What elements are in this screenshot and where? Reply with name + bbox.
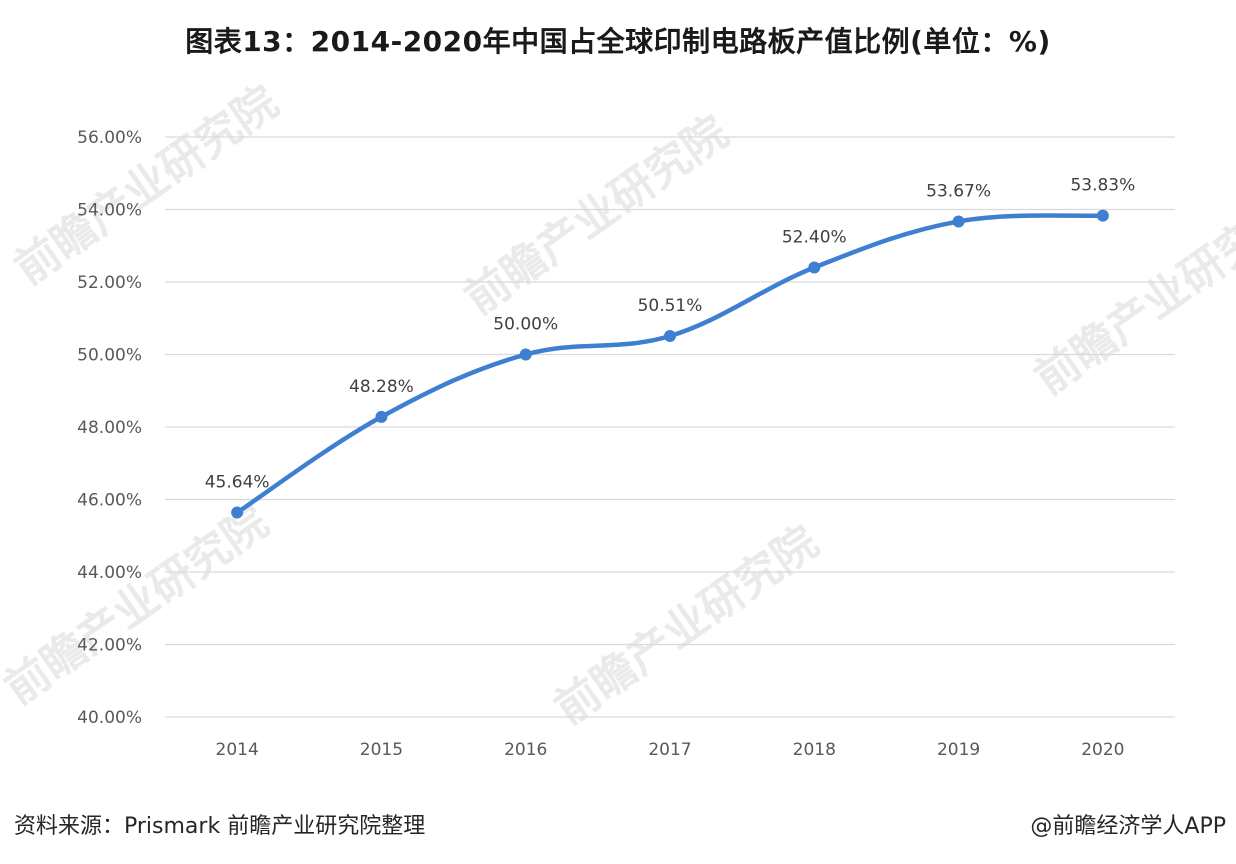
y-tick-label: 52.00%: [77, 273, 142, 293]
data-label: 50.00%: [493, 315, 558, 335]
x-tick-label: 2020: [1081, 740, 1124, 760]
series-line: [234, 213, 1106, 515]
data-point: [519, 348, 532, 361]
y-tick-label: 42.00%: [77, 636, 142, 656]
y-tick-label: 50.00%: [77, 346, 142, 366]
x-tick-label: 2019: [937, 740, 980, 760]
data-point: [808, 261, 821, 274]
y-tick-label: 54.00%: [77, 201, 142, 221]
data-point: [1096, 209, 1109, 222]
data-label: 52.40%: [782, 228, 847, 248]
x-tick-label: 2016: [504, 740, 547, 760]
data-label: 53.67%: [926, 181, 991, 201]
y-tick-label: 56.00%: [77, 128, 142, 148]
data-point: [952, 215, 965, 228]
x-tick-label: 2018: [793, 740, 836, 760]
data-point: [664, 330, 676, 343]
source-note: 资料来源：Prismark 前瞻产业研究院整理: [14, 814, 426, 839]
y-tick-label: 40.00%: [77, 708, 142, 728]
data-label: 50.51%: [638, 296, 703, 316]
data-label: 45.64%: [205, 473, 270, 493]
x-tick-label: 2014: [216, 740, 259, 760]
data-label: 53.83%: [1070, 176, 1135, 196]
x-tick-label: 2015: [360, 740, 403, 760]
credit-note: @前瞻经济学人APP: [1030, 814, 1226, 839]
y-tick-label: 44.00%: [77, 563, 142, 583]
data-label: 48.28%: [349, 377, 414, 397]
data-point: [375, 410, 388, 423]
y-tick-label: 48.00%: [77, 418, 142, 438]
x-tick-label: 2017: [648, 740, 691, 760]
chart-title: 图表13：2014-2020年中国占全球印制电路板产值比例(单位：%): [185, 25, 1051, 58]
data-point: [231, 506, 244, 519]
y-tick-label: 46.00%: [77, 491, 142, 511]
